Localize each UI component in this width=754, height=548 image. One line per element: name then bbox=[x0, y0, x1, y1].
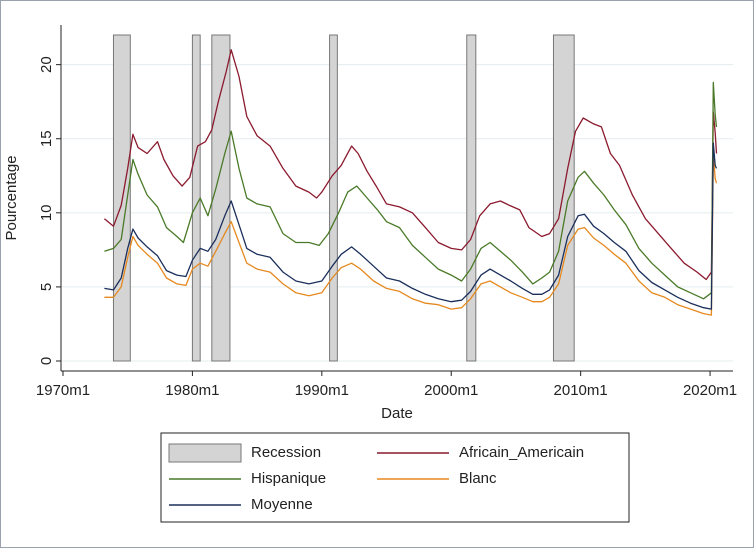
legend-label-moyenne: Moyenne bbox=[251, 496, 313, 513]
legend-label-recession: Recession bbox=[251, 444, 321, 461]
axes: 0 5 10 15 20 1970m1 1980m1 1990m1 2000m1 2010m1 20… bbox=[36, 25, 737, 399]
legend: Recession Africain_Americain Hispanique Bla… bbox=[160, 432, 630, 523]
series-line-hispanique bbox=[104, 81, 718, 300]
recession-bar-6 bbox=[552, 34, 575, 362]
legend-swatch-recession bbox=[168, 443, 242, 463]
y-tick-label-15: 15 bbox=[38, 130, 55, 147]
series-line-blanc bbox=[104, 152, 718, 316]
y-tick-label-0: 0 bbox=[38, 357, 55, 365]
x-tick-label-1990: 1990m1 bbox=[295, 382, 349, 399]
recession-bar-4 bbox=[329, 34, 338, 362]
recession-bar-5 bbox=[466, 34, 477, 362]
gridlines bbox=[61, 64, 733, 362]
x-tick-label-2010: 2010m1 bbox=[554, 382, 608, 399]
recession-bar-2 bbox=[191, 34, 201, 362]
series-lines bbox=[103, 49, 718, 316]
y-axis-title: Pourcentage bbox=[3, 155, 20, 240]
legend-label-hispanique: Hispanique bbox=[251, 470, 326, 487]
series-line-moyenne bbox=[104, 142, 718, 310]
x-tick-label-2000: 2000m1 bbox=[424, 382, 478, 399]
x-tick-label-1970: 1970m1 bbox=[36, 382, 90, 399]
x-tick-label-2020: 2020m1 bbox=[683, 382, 737, 399]
y-tick-label-5: 5 bbox=[38, 283, 55, 291]
y-tick-label-20: 20 bbox=[38, 56, 55, 73]
recession-bar-3 bbox=[211, 34, 231, 362]
x-tick-label-1980: 1980m1 bbox=[165, 382, 219, 399]
legend-label-blanc: Blanc bbox=[459, 470, 497, 487]
x-axis-title: Date bbox=[381, 405, 413, 422]
series-line-africain-americain bbox=[103, 49, 718, 281]
y-tick-label-10: 10 bbox=[38, 204, 55, 221]
recession-shading bbox=[112, 34, 575, 362]
legend-label-africain-americain: Africain_Americain bbox=[459, 444, 584, 461]
